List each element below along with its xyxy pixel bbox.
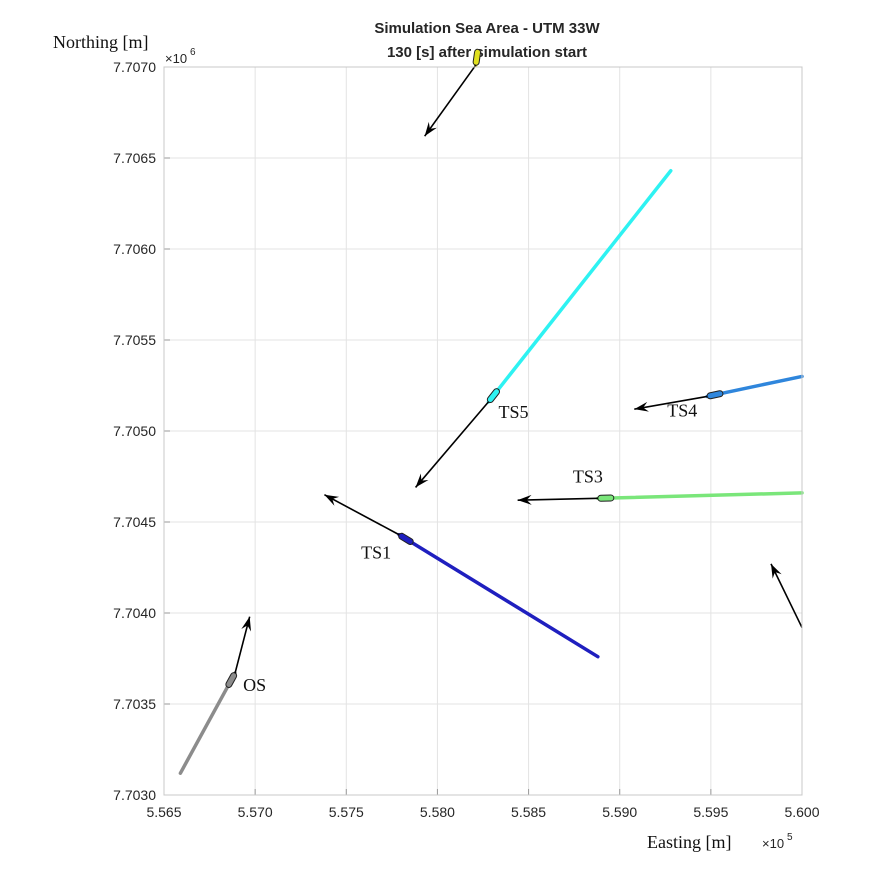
x-tick-label: 5.575 (329, 804, 364, 820)
y-tick-label: 7.7070 (113, 59, 156, 75)
velocity-arrow-os (234, 616, 251, 674)
arrowhead-ts2 (424, 121, 437, 137)
y-tick-label: 7.7030 (113, 787, 156, 803)
series-label-os: OS (243, 675, 266, 695)
velocity-arrow-ts4 (634, 395, 708, 410)
ship-ts4 (706, 390, 724, 400)
x-tick-label: 5.570 (238, 804, 273, 820)
ship-ts3 (597, 494, 615, 502)
track-ts5 (486, 168, 673, 404)
plot-frame (163, 66, 803, 796)
ship-os (225, 672, 238, 688)
tick-labels: 5.565 5.570 5.575 5.580 5.585 5.590 5.595 5.600… (113, 59, 820, 820)
track-os (178, 671, 237, 775)
track-ts1 (397, 532, 600, 659)
y-exponent-base: ×10 (165, 51, 187, 66)
series-label-ts5: TS5 (498, 402, 528, 422)
series-ts2 (424, 48, 482, 137)
track-ts3 (596, 491, 804, 501)
arrowhead-ts1 (324, 494, 340, 506)
chart-subtitle: 130 [s] after simulation start (387, 44, 587, 61)
velocity-arrow-ts1 (324, 493, 400, 536)
x-tick-label: 5.590 (602, 804, 637, 820)
arrowhead-ts3 (517, 494, 532, 505)
x-tick-label: 5.580 (420, 804, 455, 820)
series-label-ts4: TS4 (667, 400, 697, 420)
series-label-ts3: TS3 (573, 466, 603, 486)
x-tick-label: 5.595 (693, 804, 728, 820)
y-tick-label: 7.7060 (113, 241, 156, 257)
y-tick-label: 7.7055 (113, 332, 156, 348)
velocity-arrow-ts2 (424, 64, 477, 137)
series-ts1 (324, 493, 600, 659)
chart-title: Simulation Sea Area - UTM 33W (374, 20, 600, 37)
series-ts5 (414, 168, 673, 488)
y-tick-label: 7.7040 (113, 605, 156, 621)
y-tick-label: 7.7050 (113, 423, 156, 439)
series-ts3 (517, 491, 804, 505)
x-axis-label: Easting [m] (647, 832, 731, 852)
arrowhead-ts4 (634, 401, 649, 412)
y-tick-label: 7.7045 (113, 514, 156, 530)
x-tick-label: 5.565 (146, 804, 181, 820)
series (178, 48, 804, 775)
arrowhead-ts6 (771, 563, 782, 579)
y-axis-label: Northing [m] (53, 32, 148, 52)
series-ts4 (634, 374, 804, 412)
ship-ts1 (398, 532, 414, 546)
grid (163, 66, 803, 796)
x-exponent-base: ×10 (762, 836, 784, 851)
arrowhead-os (241, 616, 252, 632)
velocity-arrow-ts3 (517, 497, 598, 501)
y-tick-label: 7.7065 (113, 150, 156, 166)
x-exponent-power: 5 (787, 832, 793, 843)
velocity-arrow-ts6 (770, 563, 803, 628)
series-label-ts1: TS1 (361, 543, 391, 563)
y-exponent-power: 6 (190, 47, 196, 58)
velocity-arrow-ts5 (414, 401, 490, 488)
series-os (178, 616, 252, 775)
series-labels: OS TS1 TS3 TS4 TS5 (243, 400, 697, 695)
y-tick-label: 7.7035 (113, 696, 156, 712)
x-tick-label: 5.600 (784, 804, 819, 820)
y-axis-exponent: ×10 6 (165, 47, 196, 66)
x-axis-exponent: ×10 5 (762, 832, 793, 851)
arrowhead-ts5 (415, 473, 429, 488)
series-ts6 (770, 563, 803, 628)
x-tick-label: 5.585 (511, 804, 546, 820)
